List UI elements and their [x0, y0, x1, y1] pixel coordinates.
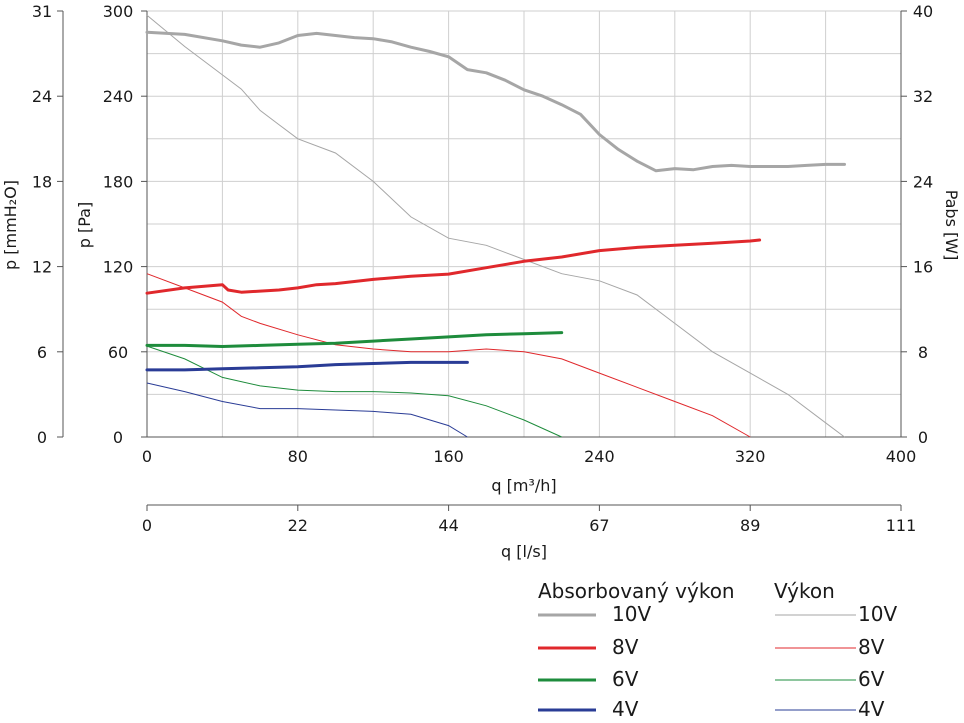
x-tick-label-m3h: 0: [142, 447, 152, 466]
y-axis-title-mmh2o: p [mmH₂O]: [1, 180, 20, 270]
legend: Absorbovaný výkon Výkon 10V 10V 8V 8V 6V 6V 4V…: [538, 579, 897, 721]
pressure-curve-8v: [146, 273, 751, 438]
power-curve-10v: [145, 30, 846, 173]
legend-label-power-6v: 6V: [612, 667, 639, 691]
y-tick-label-mmh2o: 24: [32, 87, 52, 106]
power-curve-4v: [145, 360, 469, 372]
y-tick-label-pa: 180: [103, 172, 134, 191]
power-curves: [145, 30, 846, 372]
y-tick-label-pa: 120: [103, 258, 134, 277]
power-curve-6v: [145, 331, 564, 348]
legend-label-power-8v: 8V: [612, 635, 639, 659]
x-tick-label-m3h: 80: [288, 447, 308, 466]
pressure-curves: [146, 14, 845, 438]
legend-label-performance-8v: 8V: [858, 635, 885, 659]
y-tick-label-w: 24: [913, 172, 933, 191]
y-tick-label-w: 32: [913, 87, 933, 106]
pressure-curve-4v: [146, 382, 468, 438]
pressure-curve-10v: [146, 14, 845, 438]
y-tick-label-w: 40: [913, 2, 933, 21]
x-tick-label-ls: 111: [886, 516, 917, 535]
x-tick-label-ls: 89: [740, 516, 760, 535]
legend-label-power-4v: 4V: [612, 697, 639, 721]
y-tick-label-pa: 240: [103, 87, 134, 106]
y-tick-label-mmh2o: 6: [37, 343, 47, 362]
x-axis-title-ls: q [l/s]: [501, 542, 547, 561]
y-axis-title-pa: p [Pa]: [75, 202, 94, 248]
y-tick-label-mmh2o: 31: [32, 2, 52, 21]
x-tick-label-m3h: 400: [886, 447, 917, 466]
y-axis-title-w: Pabs [W]: [942, 190, 961, 261]
y-tick-label-pa: 0: [113, 428, 123, 447]
x-tick-label-m3h: 320: [735, 447, 766, 466]
y-tick-label-pa: 60: [108, 343, 128, 362]
y-tick-label-w: 0: [918, 428, 928, 447]
y-tick-label-mmh2o: 18: [32, 172, 52, 191]
legend-label-performance-4v: 4V: [858, 697, 885, 721]
pressure-curve-6v: [146, 345, 562, 438]
x-tick-label-ls: 0: [142, 516, 152, 535]
x-tick-label-ls: 22: [288, 516, 308, 535]
legend-label-performance-10v: 10V: [858, 602, 897, 626]
y-tick-label-pa: 300: [103, 2, 134, 21]
y-tick-label-mmh2o: 0: [37, 428, 47, 447]
legend-label-power-10v: 10V: [612, 602, 651, 626]
x-tick-label-m3h: 240: [584, 447, 615, 466]
x-tick-label-ls: 67: [589, 516, 609, 535]
y-tick-label-w: 16: [913, 258, 933, 277]
y-tick-label-w: 8: [918, 343, 928, 362]
y-tick-label-mmh2o: 12: [32, 258, 52, 277]
x-axis-title-m3h: q [m³/h]: [491, 476, 556, 495]
grid: [146, 10, 902, 438]
power-curve-8v: [145, 238, 762, 295]
legend-title-performance: Výkon: [774, 579, 835, 603]
legend-title-absorbed-power: Absorbovaný výkon: [538, 579, 735, 603]
legend-label-performance-6v: 6V: [858, 667, 885, 691]
x-tick-label-m3h: 160: [433, 447, 464, 466]
x-tick-label-ls: 44: [438, 516, 458, 535]
